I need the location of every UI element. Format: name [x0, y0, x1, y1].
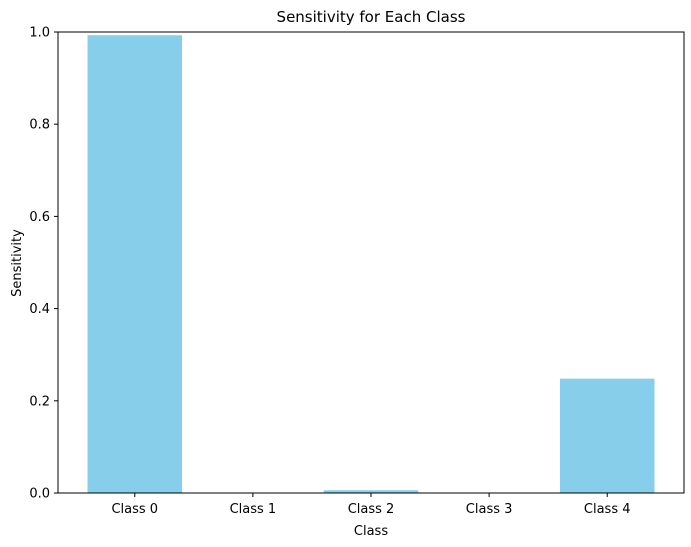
bar-class-0: [87, 35, 183, 494]
bar-class-4: [559, 378, 655, 493]
x-tick-label: Class 2: [348, 502, 395, 517]
x-axis-title: Class: [354, 524, 388, 539]
bars-layer: [87, 35, 655, 494]
y-tick-label: 1.0: [29, 26, 50, 41]
x-tick-label: Class 0: [111, 502, 158, 517]
bar-class-2: [323, 490, 419, 493]
chart-title: Sensitivity for Each Class: [277, 8, 466, 26]
y-axis-title: Sensitivity: [10, 229, 25, 297]
y-tick-label: 0.2: [29, 394, 50, 409]
labels-layer: 0.0 0.2 0.4 0.6 0.8 1.0 Class 0 Class 1 Class 2 C…: [29, 26, 630, 518]
y-tick-label: 0.0: [29, 487, 50, 502]
x-tick-label: Class 3: [466, 502, 513, 517]
x-tick-label: Class 4: [584, 502, 631, 517]
y-tick-label: 0.8: [29, 118, 50, 133]
y-tick-label: 0.6: [29, 210, 50, 225]
y-tick-label: 0.4: [29, 302, 50, 317]
x-tick-label: Class 1: [230, 502, 277, 517]
axes-layer: [54, 31, 685, 497]
